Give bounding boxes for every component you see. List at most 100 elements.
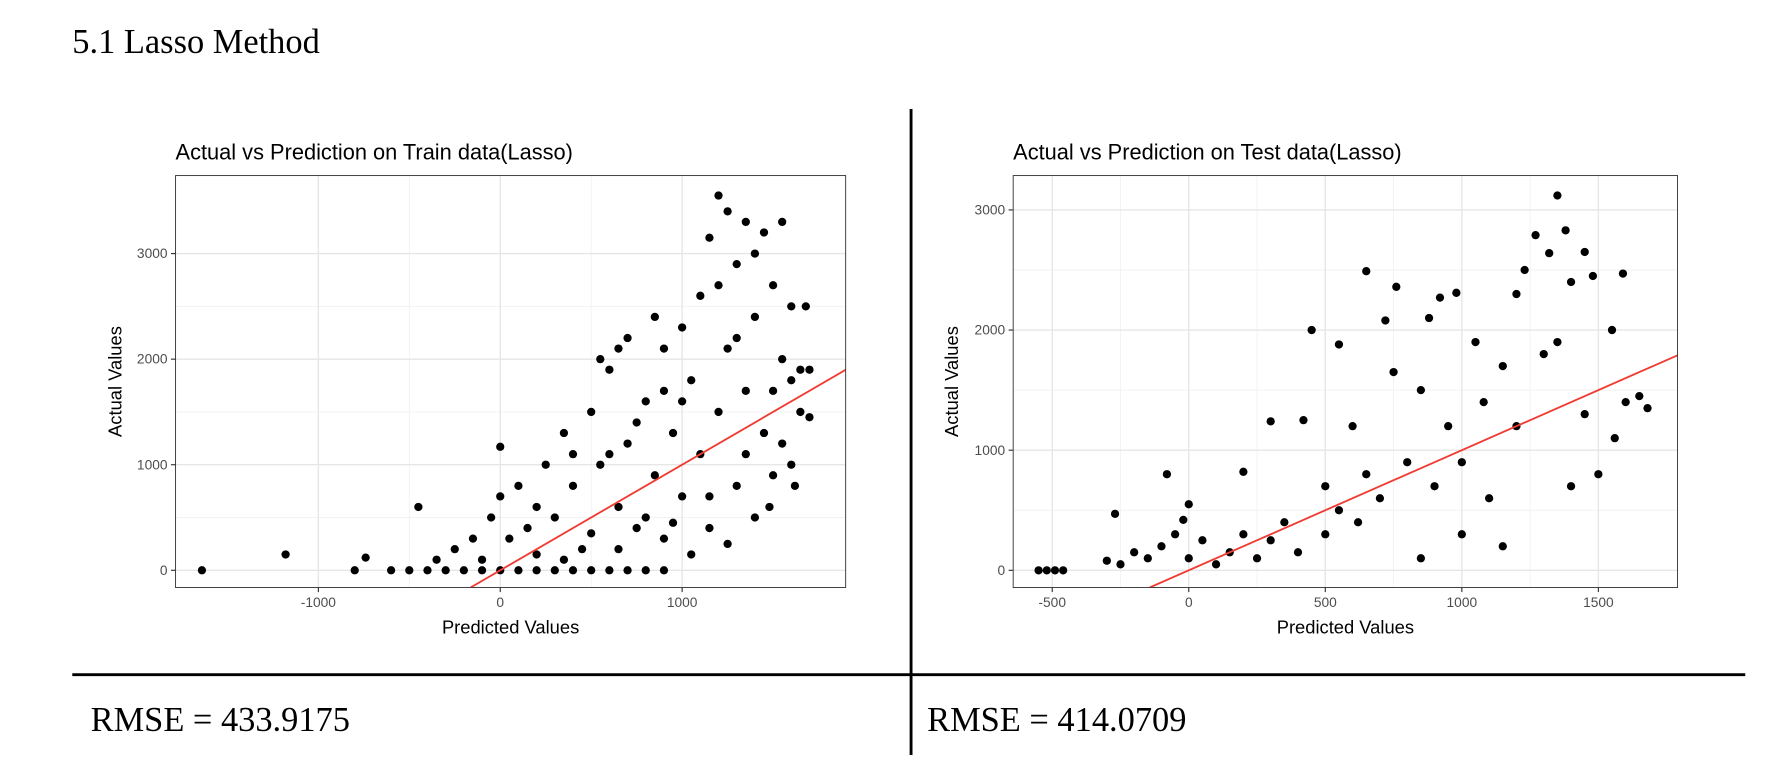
point	[605, 450, 614, 459]
point	[796, 407, 805, 417]
point	[1621, 398, 1630, 407]
point	[723, 207, 732, 216]
point	[1553, 191, 1562, 200]
point	[605, 566, 614, 575]
point	[678, 323, 687, 332]
point	[514, 481, 523, 490]
point	[468, 534, 478, 543]
point	[705, 492, 714, 501]
point	[541, 460, 550, 469]
point	[587, 407, 596, 417]
point	[687, 376, 696, 385]
panel-background	[1013, 175, 1678, 588]
point	[605, 365, 614, 374]
point	[1293, 548, 1303, 557]
point	[1452, 288, 1461, 297]
plot-area	[1013, 175, 1678, 588]
y-tick-label: 1000	[975, 443, 1006, 458]
point	[659, 344, 669, 353]
point	[1375, 494, 1385, 503]
point	[768, 281, 778, 290]
point	[714, 281, 723, 290]
point	[1110, 509, 1120, 518]
point	[550, 513, 559, 522]
point	[1610, 434, 1619, 443]
x-tick-label: -1000	[301, 595, 337, 610]
point	[614, 502, 623, 512]
point	[523, 523, 532, 533]
point	[641, 397, 650, 406]
point	[1580, 247, 1589, 257]
point	[1239, 467, 1248, 476]
point	[1162, 470, 1172, 479]
point	[496, 492, 505, 501]
point	[350, 566, 359, 575]
x-tick-label: 0	[1185, 595, 1193, 610]
y-axis-label: Actual Values	[105, 326, 126, 437]
point	[705, 523, 714, 533]
point	[1143, 554, 1152, 563]
point	[714, 407, 723, 417]
point	[361, 553, 370, 562]
point	[577, 545, 587, 554]
point	[1252, 554, 1262, 563]
point	[1553, 337, 1562, 347]
point	[1416, 385, 1426, 395]
point	[459, 566, 468, 575]
point	[790, 481, 800, 490]
chart-title: Actual vs Prediction on Test data(Lasso)	[1013, 140, 1402, 165]
point	[741, 450, 750, 459]
point	[732, 333, 741, 343]
x-tick-label: -500	[1038, 595, 1066, 610]
point	[678, 492, 687, 501]
point	[750, 513, 760, 522]
point	[423, 566, 432, 575]
point	[1348, 422, 1357, 431]
point	[1539, 349, 1548, 359]
point	[1545, 249, 1554, 258]
point	[1042, 566, 1051, 575]
point	[1334, 340, 1344, 349]
point	[1198, 536, 1207, 545]
point	[1416, 554, 1426, 563]
point	[1643, 404, 1652, 413]
point	[1588, 271, 1598, 281]
point	[1430, 482, 1439, 491]
point	[432, 555, 441, 564]
point	[778, 355, 787, 364]
point	[1520, 265, 1529, 275]
point	[787, 302, 796, 311]
point	[623, 566, 632, 575]
point	[768, 471, 778, 480]
y-axis-label: Actual Values	[941, 326, 962, 437]
point	[587, 566, 596, 575]
point	[1635, 391, 1644, 401]
point	[477, 566, 487, 575]
point	[1566, 482, 1576, 491]
point	[596, 355, 605, 364]
point	[750, 249, 760, 258]
panel-border	[175, 175, 847, 588]
point	[1531, 231, 1540, 240]
point	[1435, 293, 1445, 302]
point	[281, 550, 290, 559]
point	[1362, 470, 1371, 479]
x-tick-label: 0	[496, 595, 504, 610]
point	[696, 291, 705, 300]
point	[532, 550, 541, 559]
x-axis-label: Predicted Values	[1277, 616, 1414, 637]
fit-line	[470, 369, 846, 588]
point	[1362, 267, 1371, 276]
point	[778, 439, 787, 448]
point	[614, 344, 623, 353]
y-tick-label: 0	[997, 563, 1005, 578]
point	[759, 228, 769, 237]
point	[414, 502, 423, 512]
point	[1170, 530, 1180, 539]
point	[705, 233, 714, 242]
point	[687, 550, 696, 559]
point	[668, 518, 678, 527]
point	[487, 513, 496, 522]
point	[386, 566, 396, 575]
point	[1321, 530, 1330, 539]
